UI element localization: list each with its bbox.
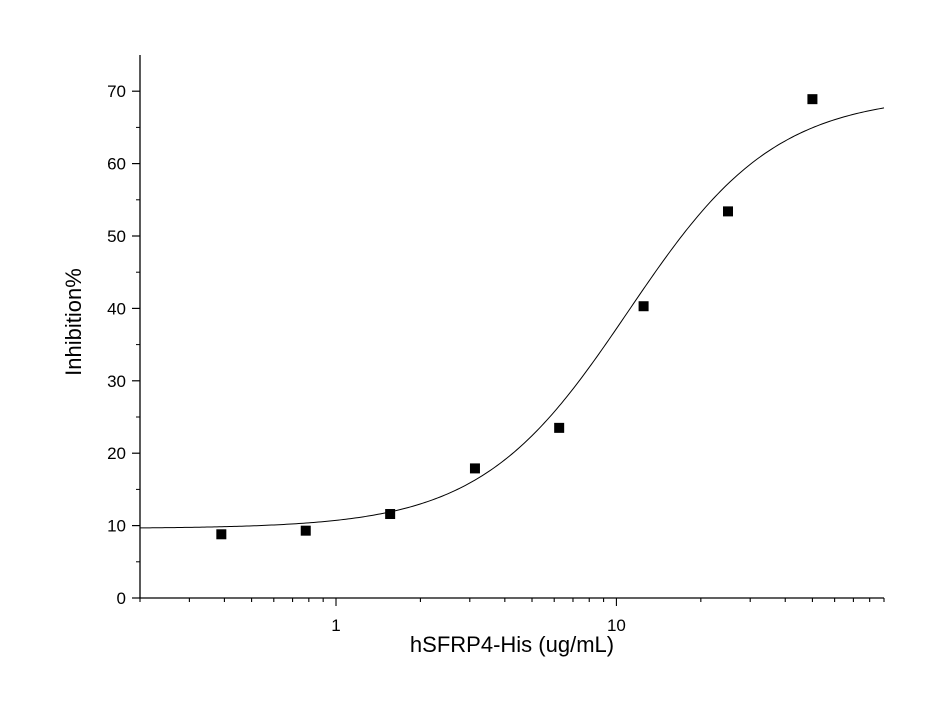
y-tick-label: 70 bbox=[107, 82, 126, 101]
data-points bbox=[216, 94, 818, 540]
data-point bbox=[554, 422, 565, 433]
data-point bbox=[300, 525, 311, 536]
data-point bbox=[216, 529, 227, 540]
data-point bbox=[638, 301, 649, 312]
y-tick-label: 40 bbox=[107, 299, 126, 318]
y-axis-title: Inhibition% bbox=[61, 268, 86, 376]
axes bbox=[139, 55, 884, 599]
y-tick-label: 50 bbox=[107, 227, 126, 246]
x-axis-title: hSFRP4-His (ug/mL) bbox=[410, 632, 614, 657]
y-tick-label: 0 bbox=[117, 589, 126, 608]
y-axis-ticks: 0 10 20 30 40 50 60 70 bbox=[107, 82, 140, 608]
data-point bbox=[723, 206, 734, 217]
x-axis-ticks: 1 10 bbox=[139, 598, 885, 635]
x-tick-label: 1 bbox=[331, 616, 340, 635]
x-tick-label: 10 bbox=[607, 616, 626, 635]
y-tick-label: 20 bbox=[107, 444, 126, 463]
fit-curve bbox=[139, 107, 885, 529]
y-tick-label: 30 bbox=[107, 372, 126, 391]
data-point bbox=[385, 509, 396, 520]
y-tick-label: 60 bbox=[107, 155, 126, 174]
data-point bbox=[807, 94, 818, 105]
data-point bbox=[469, 463, 480, 474]
y-tick-label: 10 bbox=[107, 517, 126, 536]
